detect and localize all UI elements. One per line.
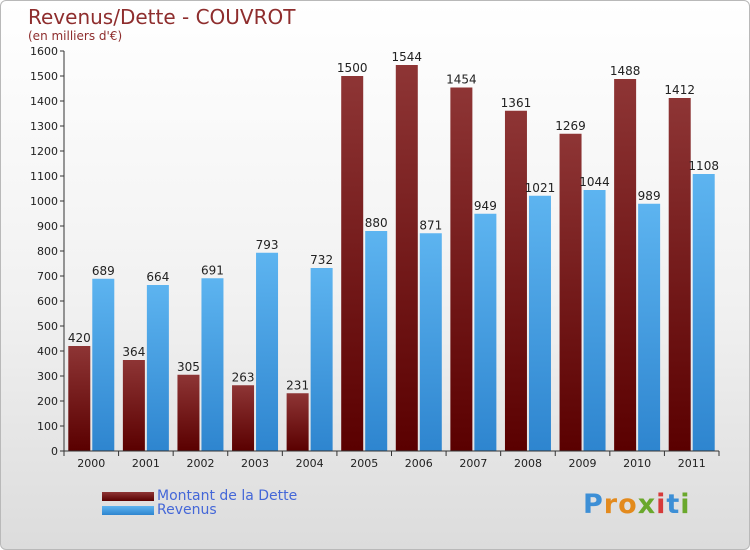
legend-label-revenue: Revenus: [157, 502, 217, 518]
bar-revenue: [419, 233, 442, 451]
data-label-revenue: 689: [92, 264, 115, 278]
x-tick-label: 2007: [459, 457, 487, 470]
data-label-revenue: 871: [419, 218, 442, 232]
x-tick-label: 2011: [678, 457, 706, 470]
proxiti-logo: Proxiti: [583, 489, 691, 520]
bar-revenue: [365, 231, 388, 451]
data-label-debt: 1269: [555, 119, 586, 133]
data-label-revenue: 989: [638, 189, 661, 203]
x-tick-label: 2004: [296, 457, 324, 470]
bar-revenue: [310, 268, 333, 451]
data-label-revenue: 691: [201, 263, 224, 277]
data-label-debt: 1500: [337, 61, 368, 75]
y-axis: 0 100 200 300 400 500 600 700 800 900 1000 1100 1200…: [30, 45, 65, 458]
data-label-debt: 364: [122, 345, 145, 359]
data-label-revenue: 880: [365, 216, 388, 230]
y-tick-label: 1100: [30, 170, 58, 183]
bar-debt: [68, 346, 91, 451]
bar-revenue: [692, 174, 715, 451]
bar-debt: [232, 385, 255, 451]
x-tick-label: 2000: [77, 457, 105, 470]
data-label-revenue: 1108: [688, 159, 719, 173]
bar-debt: [286, 393, 309, 451]
bar-debt: [122, 360, 145, 451]
chart-title: Revenus/Dette - COUVROT: [28, 5, 296, 29]
data-label-debt: 420: [68, 331, 91, 345]
data-label-debt: 1488: [610, 64, 641, 78]
bar-revenue: [638, 203, 661, 451]
legend-item-revenue: Revenus: [102, 502, 217, 518]
data-label-revenue: 1021: [525, 181, 556, 195]
data-label-revenue: 949: [474, 199, 497, 213]
y-tick-label: 1200: [30, 145, 58, 158]
bar-revenue: [583, 190, 606, 451]
x-tick-label: 2005: [350, 457, 378, 470]
data-label-debt: 1544: [392, 50, 423, 64]
y-tick-label: 1400: [30, 95, 58, 108]
logo-letter: r: [603, 489, 619, 520]
bar-debt: [450, 87, 473, 451]
y-tick-label: 1600: [30, 45, 58, 58]
x-tick-label: 2001: [132, 457, 160, 470]
y-tick-label: 500: [37, 320, 58, 333]
x-tick-label: 2009: [569, 457, 597, 470]
y-tick-label: 100: [37, 420, 58, 433]
legend-item-debt: Montant de la Dette: [102, 488, 298, 504]
bar-debt: [614, 79, 637, 451]
logo-letter: x: [637, 489, 657, 520]
unit-label: (en milliers d'€): [28, 29, 123, 43]
bar-revenue: [92, 278, 115, 451]
x-tick-label: 2010: [623, 457, 651, 470]
legend-swatch-revenue: [102, 505, 154, 515]
y-tick-label: 0: [51, 445, 58, 458]
data-label-revenue: 664: [146, 270, 169, 284]
y-tick-label: 600: [37, 295, 58, 308]
logo-letter: t: [666, 489, 681, 520]
logo-letter: i: [680, 489, 691, 520]
y-tick-label: 800: [37, 245, 58, 258]
y-tick-label: 700: [37, 270, 58, 283]
x-tick-label: 2008: [514, 457, 542, 470]
bar-revenue: [474, 213, 497, 451]
logo-letter: o: [618, 489, 638, 520]
bar-revenue: [256, 252, 279, 451]
y-tick-label: 1300: [30, 120, 58, 133]
bar-debt: [177, 374, 200, 451]
data-label-debt: 1412: [664, 83, 695, 97]
bars: 420 689 364 664 305 691 263 793 231 732 1500 880 154…: [68, 50, 719, 451]
bar-debt: [559, 133, 582, 451]
y-tick-label: 1000: [30, 195, 58, 208]
logo-letter: i: [656, 489, 667, 520]
bar-revenue: [201, 278, 224, 451]
legend-swatch-debt: [102, 491, 154, 501]
y-tick-label: 1500: [30, 70, 58, 83]
y-tick-label: 300: [37, 370, 58, 383]
bar-debt: [395, 65, 418, 451]
data-label-debt: 1361: [501, 96, 532, 110]
data-label-debt: 1454: [446, 73, 477, 87]
bar-revenue: [146, 285, 169, 451]
y-tick-label: 900: [37, 220, 58, 233]
y-tick-label: 200: [37, 395, 58, 408]
data-label-debt: 263: [232, 370, 255, 384]
data-label-debt: 231: [286, 378, 309, 392]
data-label-revenue: 732: [310, 253, 333, 267]
logo-letter: P: [583, 489, 604, 520]
bar-debt: [668, 98, 691, 451]
data-label-revenue: 1044: [579, 175, 610, 189]
x-tick-label: 2002: [186, 457, 214, 470]
bar-debt: [341, 76, 364, 451]
data-label-debt: 305: [177, 360, 200, 374]
bar-debt: [504, 110, 527, 451]
data-label-revenue: 793: [256, 238, 279, 252]
x-tick-label: 2006: [405, 457, 433, 470]
x-tick-label: 2003: [241, 457, 269, 470]
legend-label-debt: Montant de la Dette: [157, 488, 298, 504]
x-axis: 2000 2001 2002 2003 2004 2005 2006 2007 2008 2009…: [63, 450, 720, 470]
y-tick-label: 400: [37, 345, 58, 358]
bar-revenue: [528, 195, 551, 451]
